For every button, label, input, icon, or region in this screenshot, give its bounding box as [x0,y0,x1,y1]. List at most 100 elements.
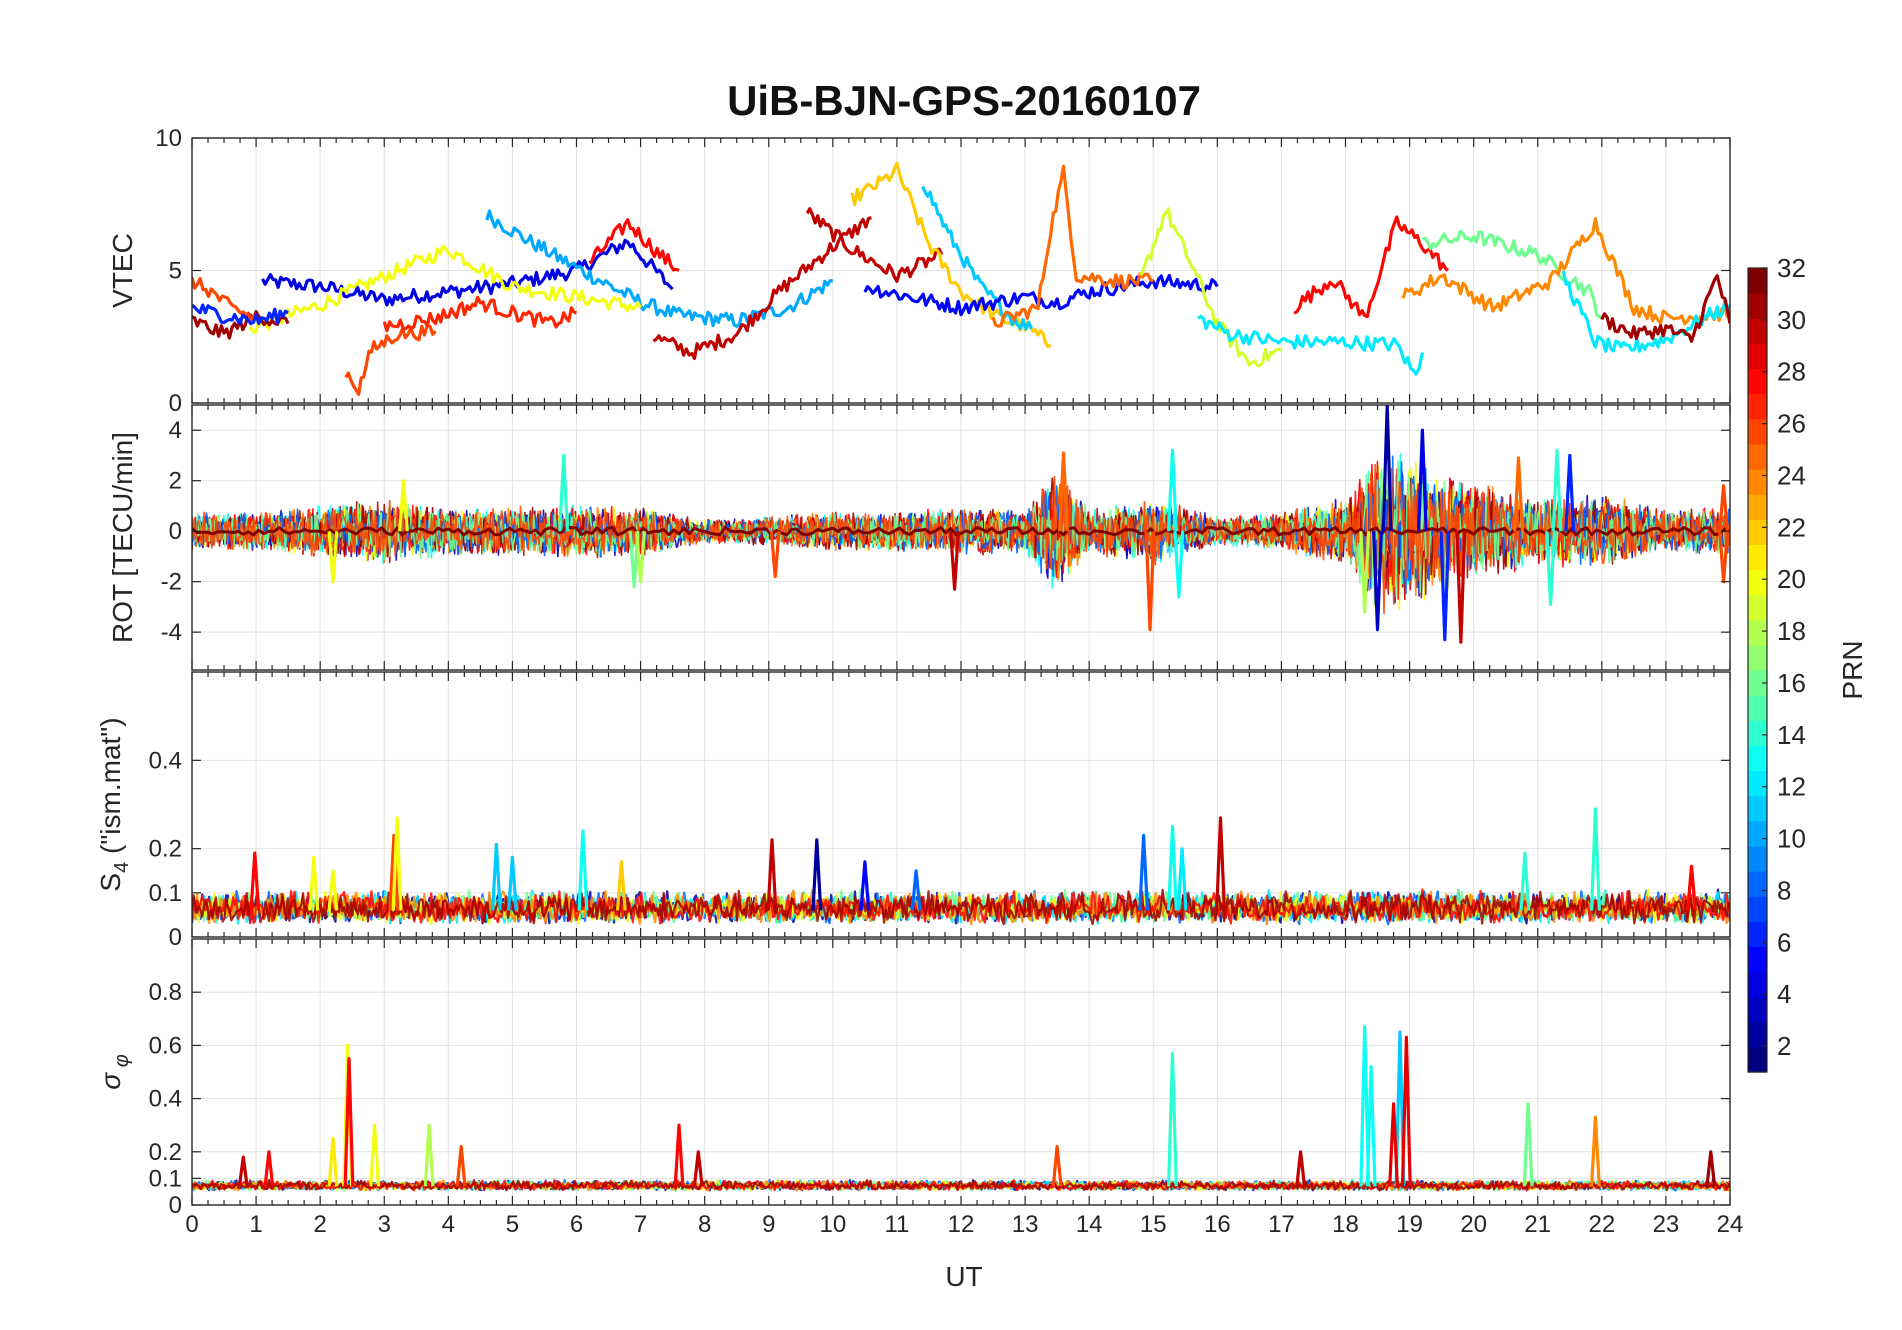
x-tick-label: 20 [1460,1211,1487,1238]
vtec-series-prn-22 [850,161,1052,349]
spike-prn-13 [1365,1065,1377,1187]
colorbar-tick-label: 28 [1777,357,1806,387]
panel-s4-ticks [191,672,1731,938]
colorbar-tick-label: 18 [1777,616,1806,646]
spike-prn-14 [1545,531,1556,606]
spike-prn-28 [1686,864,1697,911]
spike-prn-30 [949,531,960,591]
spike-prn-18 [1359,531,1371,614]
spike-prn-30 [1215,816,1226,911]
colorbar-frame [1747,267,1768,1073]
panel-vtec: 0 5 10 VTEC [107,125,1731,417]
spike-prn-13 [1167,825,1178,911]
vtec-series-prn-6 [192,303,289,326]
x-tick-label: 1 [249,1211,262,1238]
vtec-series-prn-26 [344,323,437,397]
spike-prn-14 [1551,448,1563,532]
y-tick-label: 0 [169,1192,182,1219]
y-tick-label: -4 [161,619,182,646]
vtec-series-prn-12 [1197,314,1424,376]
spike-prn-13 [1173,531,1185,599]
panel-sigphi-ticks [191,939,1731,1206]
colorbar-swatch-prn-11 [1748,795,1767,822]
x-tick-label: 9 [762,1211,775,1238]
spike-prn-18 [635,531,646,584]
spike-prn-20 [327,531,339,584]
panel-sigphi-data [192,1025,1730,1192]
vtec-series-prn-4 [261,238,674,307]
spike-prn-28 [263,1150,275,1187]
spike-prn-8 [910,869,922,911]
y-tick-label: 0.2 [149,836,182,863]
colorbar-swatch-prn-20 [1748,569,1767,596]
panel-s4: 0 0.1 0.2 0.4 S4 ("ism.mat") [95,671,1731,951]
x-tick-label: 13 [1012,1211,1039,1238]
colorbar-swatch-prn-23 [1748,494,1767,520]
spike-prn-30 [1295,1150,1307,1187]
spike-prn-6 [1439,531,1451,642]
y-tick-label: -2 [161,569,182,596]
spike-prn-18 [423,1123,435,1187]
colorbar-tick-label: 32 [1777,253,1806,283]
spike-prn-29 [1388,1102,1399,1187]
x-tick-label: 23 [1653,1211,1680,1238]
x-tick-labels: 0 1 2 3 4 5 6 7 8 9 10 11 12 13 14 15 16 17 18 19 20 21 22 23 24 [185,1211,1743,1238]
baseline-prn-31 [192,1179,1730,1192]
spike-prn-28 [673,1123,685,1187]
y-tick-label: 0.2 [149,1139,182,1166]
y-tick-label: 0.1 [149,880,182,907]
colorbar-swatch-prn-3 [1748,996,1767,1023]
colorbar-swatch-prn-10 [1748,820,1767,847]
colorbar-swatch-prn-30 [1748,318,1767,344]
vtec-series-prn-5 [863,273,1219,317]
spike-prn-25 [1058,451,1069,532]
colorbar-tick-label: 26 [1777,409,1806,439]
colorbar-label: PRN [1837,640,1868,699]
spike-prn-11 [491,842,502,911]
y-tick-label: 0 [169,924,182,951]
colorbar-swatch-prn-14 [1748,720,1767,746]
vtec-series-prn-12 [1561,270,1730,353]
y-tick-label: 0 [169,390,182,417]
x-tick-label: 22 [1588,1211,1615,1238]
vtec-series-prn-26 [192,276,258,322]
y-tick-label: 2 [169,468,182,495]
spike-prn-30 [237,1155,249,1187]
y-tick-label: 5 [169,258,182,285]
colorbar-swatch-prn-2 [1748,1021,1767,1048]
x-tick-label: 10 [819,1211,846,1238]
x-tick-label: 0 [185,1211,198,1238]
panel-s4-grid [191,672,1731,938]
spike-prn-26 [1718,484,1729,532]
y-tick-label: 0.4 [149,1086,182,1113]
colorbar-swatch-prn-15 [1748,695,1767,721]
spike-prn-16 [1522,1102,1534,1187]
colorbar-swatch-prn-19 [1748,594,1767,621]
spike-prn-20 [327,869,339,911]
colorbar-tick-label: 30 [1777,305,1806,335]
colorbar-swatch-prn-28 [1748,368,1767,395]
baseline-prn-31 [192,888,1730,926]
colorbar-swatch-prn-25 [1748,443,1767,470]
colorbar-swatch-prn-4 [1748,971,1767,998]
vtec-series-prn-28 [1293,215,1450,319]
vtec-series-prn-25 [991,164,1154,328]
vtec-series-prn-20 [248,244,643,335]
colorbar-swatch-prn-6 [1748,921,1767,947]
panel-vtec-ticks [191,137,1731,404]
y-axis-label: S4 ("ism.mat") [95,717,133,891]
spike-prn-26 [769,531,781,579]
colorbar-swatch-prn-32 [1748,268,1767,294]
x-tick-label: 14 [1076,1211,1103,1238]
spike-prn-6 [1564,453,1576,532]
spike-prn-5 [859,860,871,911]
spike-prn-14 [1167,1051,1178,1187]
spike-prn-24 [1590,1115,1601,1187]
x-tick-label: 18 [1332,1211,1359,1238]
spike-prn-14 [1519,851,1531,911]
colorbar-swatch-prn-21 [1748,544,1767,571]
spike-prn-26 [388,833,400,911]
spike-prn-2 [1381,405,1393,532]
